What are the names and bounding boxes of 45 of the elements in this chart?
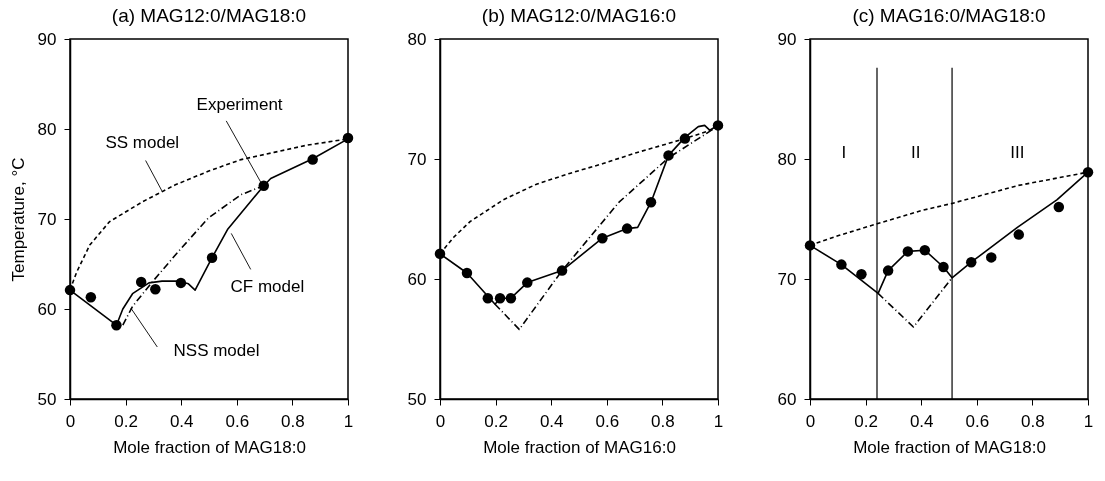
annotation: Experiment [196,94,283,114]
chart-title: (c) MAG16:0/MAG18:0 [852,5,1046,26]
x-tick-label: 0 [805,411,816,431]
y-tick-label: 70 [777,269,797,289]
y-tick-label: 50 [37,389,57,409]
y-tick-label: 90 [37,29,57,49]
y-tick-label: 60 [37,299,57,319]
y-tick-label: 70 [37,209,57,229]
x-tick-label: 0.4 [169,411,194,431]
y-tick-label: 50 [407,389,427,409]
y-tick-label: 60 [777,389,797,409]
chart-title: (a) MAG12:0/MAG18:0 [111,5,307,26]
x-axis-title: Mole fraction of MAG18:0 [113,437,306,457]
annotation: I [841,143,847,163]
y-tick-label: 80 [407,29,427,49]
x-tick-label: 0.6 [965,411,990,431]
x-tick-label: 0.8 [1021,411,1045,431]
x-tick-label: 0 [65,411,76,431]
y-tick-label: 90 [777,29,797,49]
annotation: III [1010,143,1025,163]
annotation: II [910,143,921,163]
annotation: CF model [230,276,305,296]
x-axis-title: Mole fraction of MAG18:0 [853,437,1046,457]
annotation: NSS model [173,341,260,361]
annotation: SS model [105,132,180,152]
x-tick-label: 0 [435,411,446,431]
x-tick-label: 1 [713,411,724,431]
x-tick-label: 0.6 [225,411,250,431]
chart-title: (b) MAG12:0/MAG16:0 [481,5,677,26]
y-tick-label: 80 [37,119,57,139]
x-tick-label: 0.2 [484,411,508,431]
x-tick-label: 0.8 [281,411,305,431]
x-tick-label: 0.6 [595,411,620,431]
y-tick-label: 60 [407,269,427,289]
y-tick-label: 80 [777,149,797,169]
x-tick-label: 0.2 [854,411,878,431]
x-axis-title: Mole fraction of MAG16:0 [483,437,676,457]
x-tick-label: 0.4 [539,411,564,431]
x-tick-label: 0.4 [909,411,934,431]
x-tick-label: 1 [1083,411,1094,431]
x-tick-label: 1 [343,411,354,431]
y-tick-label: 70 [407,149,427,169]
y-axis-title: Temperature, °C [8,157,28,282]
x-tick-label: 0.8 [651,411,675,431]
x-tick-label: 0.2 [114,411,138,431]
